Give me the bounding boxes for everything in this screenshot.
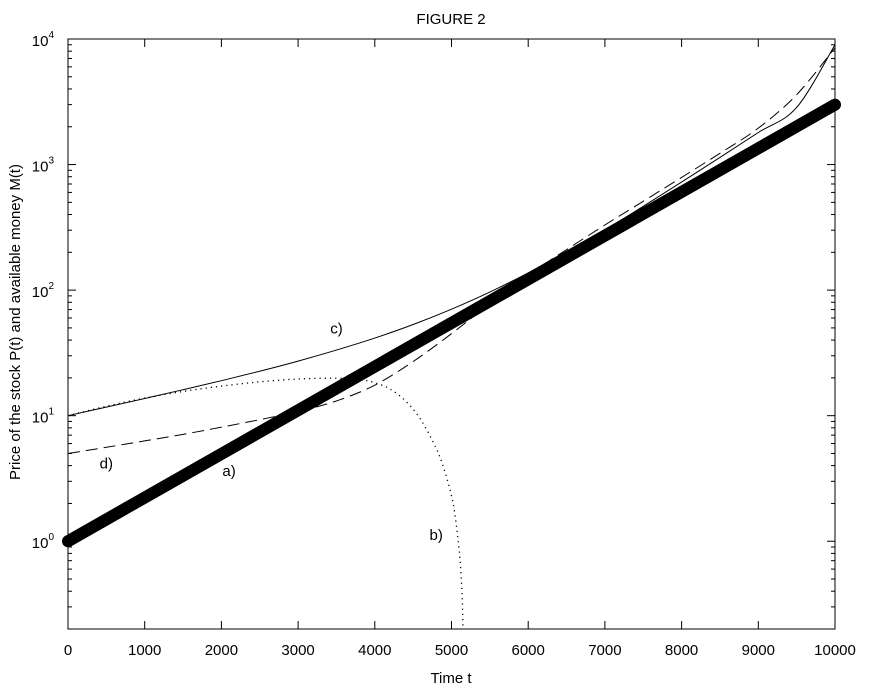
y-tick-label: 102 <box>32 281 55 301</box>
x-tick-label: 7000 <box>588 642 621 659</box>
series-annotation: d) <box>100 455 113 472</box>
x-tick-label: 0 <box>64 642 72 659</box>
series-layer <box>62 44 841 630</box>
x-tick-label: 8000 <box>665 642 698 659</box>
x-tick-label: 10000 <box>814 642 856 659</box>
series-annotation: c) <box>330 321 343 338</box>
x-tick-label: 4000 <box>358 642 391 659</box>
y-tick-exponent: 2 <box>48 281 54 292</box>
y-tick-label: 103 <box>32 156 55 176</box>
series-annotation: b) <box>429 527 442 544</box>
x-tick-label: 5000 <box>435 642 468 659</box>
x-tick-label: 1000 <box>128 642 161 659</box>
y-tick-label: 100 <box>32 532 55 552</box>
y-tick-exponent: 3 <box>48 156 54 167</box>
y-tick-exponent: 4 <box>48 30 54 41</box>
y-tick-exponent: 1 <box>48 407 54 418</box>
series-line-d <box>67 47 836 454</box>
chart-title: FIGURE 2 <box>416 11 485 28</box>
x-tick-label: 6000 <box>512 642 545 659</box>
y-tick-exponent: 0 <box>48 532 54 543</box>
x-tick-label: 3000 <box>281 642 314 659</box>
y-tick-label: 101 <box>32 407 55 427</box>
x-axis-label: Time t <box>430 670 472 687</box>
series-annotation: a) <box>222 463 235 480</box>
y-axis-label: Price of the stock P(t) and available mo… <box>7 164 24 480</box>
axis-ticks: 0 1000 2000 3000 4000 5000 6000 7000 8000 9000 100… <box>32 30 856 659</box>
y-tick-label: 104 <box>32 30 55 50</box>
series-line-c <box>67 44 836 417</box>
x-tick-label: 9000 <box>742 642 775 659</box>
annotation-layer: a) b) c) d) <box>100 321 443 544</box>
series-line-a <box>62 98 841 548</box>
x-tick-label: 2000 <box>205 642 238 659</box>
